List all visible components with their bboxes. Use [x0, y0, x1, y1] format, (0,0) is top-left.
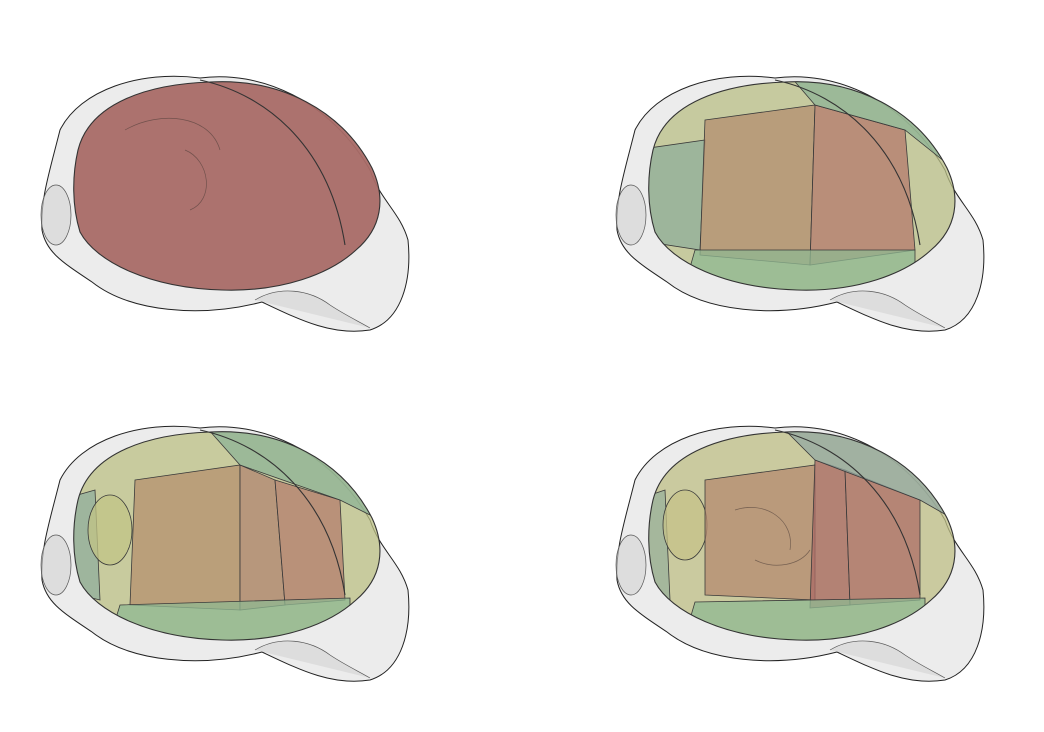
region	[674, 597, 926, 641]
brainstem	[829, 290, 946, 329]
brain-panel	[40, 425, 410, 682]
region	[674, 249, 916, 291]
midline	[774, 79, 921, 246]
brainstem	[254, 640, 371, 679]
cortex	[73, 81, 381, 291]
fold	[124, 118, 221, 211]
midline	[199, 429, 346, 596]
midline	[199, 79, 346, 246]
region	[87, 494, 133, 566]
midline	[774, 429, 921, 596]
olfactory-bulb	[615, 534, 647, 596]
olfactory-bulb	[40, 184, 72, 246]
region	[662, 489, 708, 561]
region	[99, 597, 351, 641]
brain-panel	[40, 75, 410, 332]
brainstem	[254, 290, 371, 329]
brain-panel	[615, 425, 985, 682]
region	[809, 104, 916, 266]
brain-panel	[615, 75, 985, 332]
fold	[734, 507, 811, 566]
olfactory-bulb	[615, 184, 647, 246]
region	[699, 104, 816, 266]
region	[704, 464, 816, 601]
brainstem	[829, 640, 946, 679]
region	[129, 464, 241, 611]
region	[809, 459, 851, 609]
region	[274, 479, 346, 606]
olfactory-bulb	[40, 534, 72, 596]
